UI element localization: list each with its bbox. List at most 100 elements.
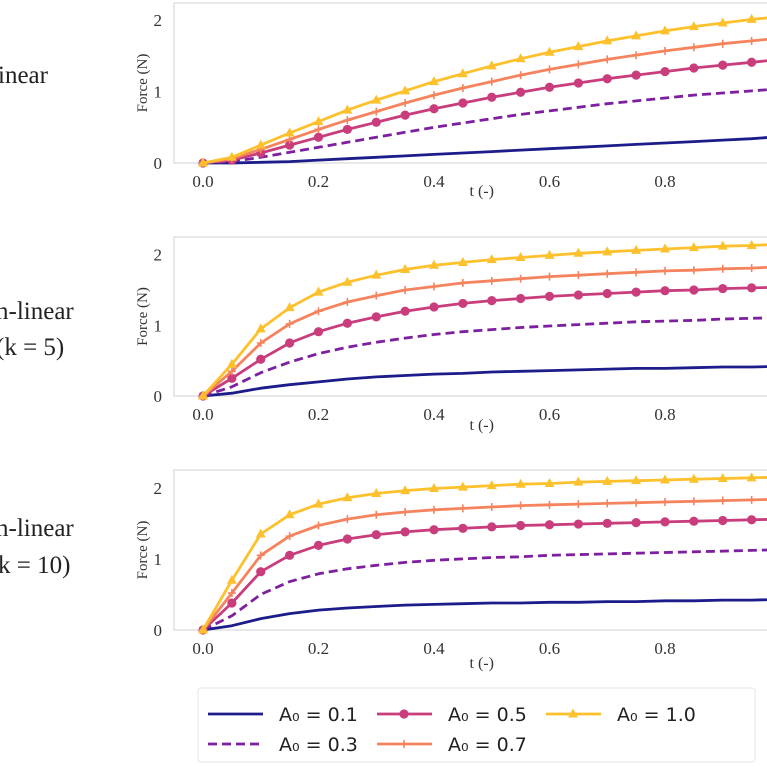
data-point-a07 <box>603 499 612 508</box>
data-point-a05 <box>313 540 324 550</box>
data-point-a07 <box>372 107 381 116</box>
data-point-a10 <box>717 240 728 250</box>
y-tick-label: 1 <box>154 316 163 335</box>
legend-marker <box>400 740 408 748</box>
series-a07 <box>199 264 767 400</box>
data-point-a10 <box>342 492 353 502</box>
data-point-a10 <box>688 473 699 483</box>
data-point-a10 <box>313 498 324 508</box>
y-axis-label: Force (N) <box>135 521 151 580</box>
data-point-a07 <box>632 498 641 507</box>
series-a05 <box>198 283 767 401</box>
y-tick-label: 2 <box>154 479 163 498</box>
data-point-a10 <box>660 474 670 484</box>
series-a05 <box>198 515 767 635</box>
x-tick-label: 0.4 <box>423 639 445 658</box>
legend-frame <box>197 687 756 763</box>
series-a03 <box>202 316 767 398</box>
row-label-nonlinear-k10-line2: k = 10) <box>0 552 71 579</box>
data-point-a07 <box>401 99 410 107</box>
data-point-a10 <box>313 286 324 296</box>
data-point-a05 <box>544 520 555 530</box>
y-tick-label: 1 <box>154 550 163 569</box>
data-point-a05 <box>371 530 381 540</box>
legend-entry-a10: A₀ = 1.0 <box>546 704 696 726</box>
data-point-a07 <box>372 291 381 300</box>
data-point-a05 <box>544 82 555 92</box>
legend-entry-a01: A₀ = 0.1 <box>208 704 358 726</box>
row-label-nonlinear-k5-line1: n-linear <box>0 298 74 325</box>
data-point-a05 <box>285 140 295 150</box>
data-point-a07 <box>632 51 641 60</box>
data-point-a10 <box>660 243 670 253</box>
y-tick-label: 2 <box>154 246 163 265</box>
data-point-a05 <box>256 567 266 577</box>
data-point-a07 <box>285 135 294 144</box>
data-point-a10 <box>602 35 613 45</box>
data-point-a10 <box>198 624 208 634</box>
data-point-a05 <box>400 306 410 316</box>
data-point-a05 <box>313 327 324 337</box>
y-tick-label: 0 <box>154 154 163 173</box>
y-axis-label: Force (N) <box>135 54 151 113</box>
data-point-a10 <box>746 239 757 249</box>
data-point-a10 <box>631 475 642 485</box>
x-tick-label: 0.0 <box>192 405 213 424</box>
data-point-a10 <box>486 60 497 70</box>
data-point-a05 <box>573 290 583 300</box>
x-tick-label: 0.6 <box>539 172 560 191</box>
data-point-a07 <box>718 264 727 273</box>
x-tick-label: 0.8 <box>654 405 675 424</box>
plot-frame <box>173 2 767 164</box>
data-point-a10 <box>371 487 382 497</box>
data-point-a05 <box>285 338 295 348</box>
subplot-3: 0.0 0.2 0.4 0.6 0.8 0 1 2 t (-) Force (N) <box>135 469 767 672</box>
data-point-a10 <box>457 481 468 491</box>
data-point-a07 <box>401 507 410 516</box>
data-point-a10 <box>429 482 439 492</box>
data-point-a07 <box>574 60 583 69</box>
data-point-a07 <box>430 505 438 514</box>
x-axis-label: t (-) <box>470 655 494 672</box>
data-point-a07 <box>603 269 612 278</box>
data-point-a10 <box>226 151 237 161</box>
data-point-a10 <box>573 476 584 486</box>
data-point-a05 <box>689 285 699 295</box>
x-axis-label: t (-) <box>470 183 494 200</box>
plot-frame <box>173 236 767 397</box>
data-point-a05 <box>631 70 641 80</box>
data-point-a05 <box>660 517 670 527</box>
data-point-a05 <box>573 78 583 88</box>
data-point-a07 <box>516 274 525 283</box>
legend-marker <box>568 708 578 718</box>
data-point-a10 <box>486 254 497 264</box>
data-point-a10 <box>457 256 468 266</box>
data-point-a10 <box>313 116 324 126</box>
series-line-a01 <box>202 598 767 632</box>
data-point-a07 <box>661 498 669 506</box>
data-point-a10 <box>515 478 526 488</box>
row-label-nonlinear-k10-line1: n-linear <box>0 515 74 542</box>
legend-entry-a07: A₀ = 0.7 <box>377 734 527 756</box>
series-line-a07 <box>202 265 767 398</box>
data-point-a07 <box>603 55 612 64</box>
data-point-a05 <box>487 296 497 306</box>
data-point-a10 <box>342 104 353 114</box>
data-point-a05 <box>227 373 237 383</box>
data-point-a10 <box>631 244 642 254</box>
data-point-a07 <box>430 91 438 100</box>
data-point-a10 <box>486 480 497 490</box>
x-tick-label: 0.4 <box>423 405 445 424</box>
data-point-a07 <box>689 497 698 506</box>
data-point-a05 <box>285 550 295 560</box>
data-point-a07 <box>545 500 554 509</box>
data-point-a10 <box>284 509 295 519</box>
y-axis-label: Force (N) <box>135 287 151 346</box>
data-point-a07 <box>314 307 323 316</box>
data-point-a07 <box>747 264 756 273</box>
subplot-1: 0.0 0.2 0.4 0.6 0.8 0 1 2 t (-) Force (N) <box>135 2 767 200</box>
data-point-a10 <box>631 30 642 40</box>
data-point-a05 <box>342 124 352 135</box>
data-point-a07 <box>458 278 467 287</box>
